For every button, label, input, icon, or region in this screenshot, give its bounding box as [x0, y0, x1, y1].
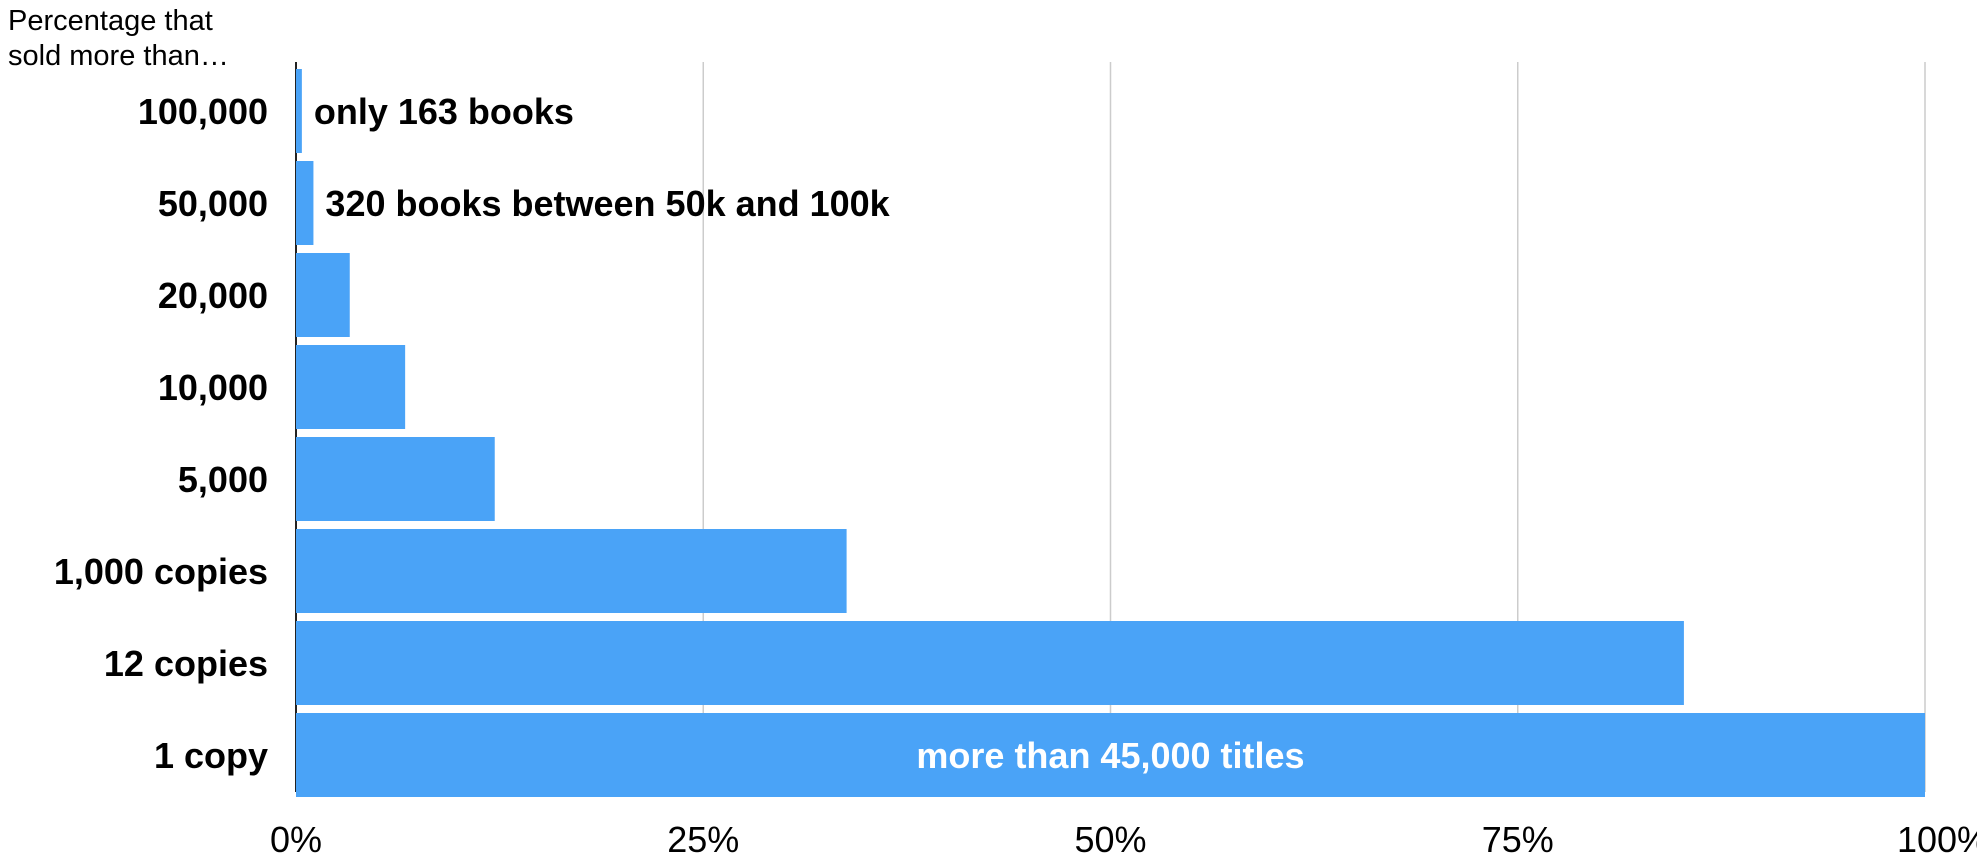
- bar-5-000: [296, 437, 495, 521]
- annotation-layer: only 163 books 320 books between 50k and …: [314, 91, 1305, 776]
- bar-1-000-copies: [296, 529, 847, 613]
- annotation-50-000: 320 books between 50k and 100k: [325, 183, 890, 224]
- category-label-12-copies: 12 copies: [104, 643, 268, 684]
- y-axis-title-line-1: Percentage that: [8, 5, 213, 37]
- category-label-1-copy: 1 copy: [154, 735, 268, 776]
- bar-12-copies: [296, 621, 1684, 705]
- x-tick-label-0: 0%: [270, 819, 322, 860]
- x-axis-ticks: 0% 25% 50% 75% 100%: [270, 819, 1977, 860]
- bar-1-copy: [296, 713, 1925, 797]
- annotation-1-copy: more than 45,000 titles: [916, 735, 1304, 776]
- x-tick-label-50: 50%: [1074, 819, 1146, 860]
- category-label-20-000: 20,000: [158, 275, 268, 316]
- annotation-100-000: only 163 books: [314, 91, 574, 132]
- category-label-100-000: 100,000: [138, 91, 268, 132]
- x-tick-label-75: 75%: [1482, 819, 1554, 860]
- y-axis-title-line-2: sold more than…: [8, 40, 229, 72]
- bar-layer: [296, 69, 1925, 797]
- bar-10-000: [296, 345, 406, 429]
- category-label-5-000: 5,000: [178, 459, 268, 500]
- bar-20-000: [296, 253, 350, 337]
- bar-100-000: [296, 69, 302, 153]
- category-label-50-000: 50,000: [158, 183, 268, 224]
- bar-50-000: [296, 161, 314, 245]
- x-tick-label-25: 25%: [667, 819, 739, 860]
- category-label-10-000: 10,000: [158, 367, 268, 408]
- x-tick-label-100: 100%: [1897, 819, 1977, 860]
- label-layer: 100,000 50,000 20,000 10,000 5,000 1,000 copi…: [54, 91, 268, 776]
- category-label-1-000-copies: 1,000 copies: [54, 551, 268, 592]
